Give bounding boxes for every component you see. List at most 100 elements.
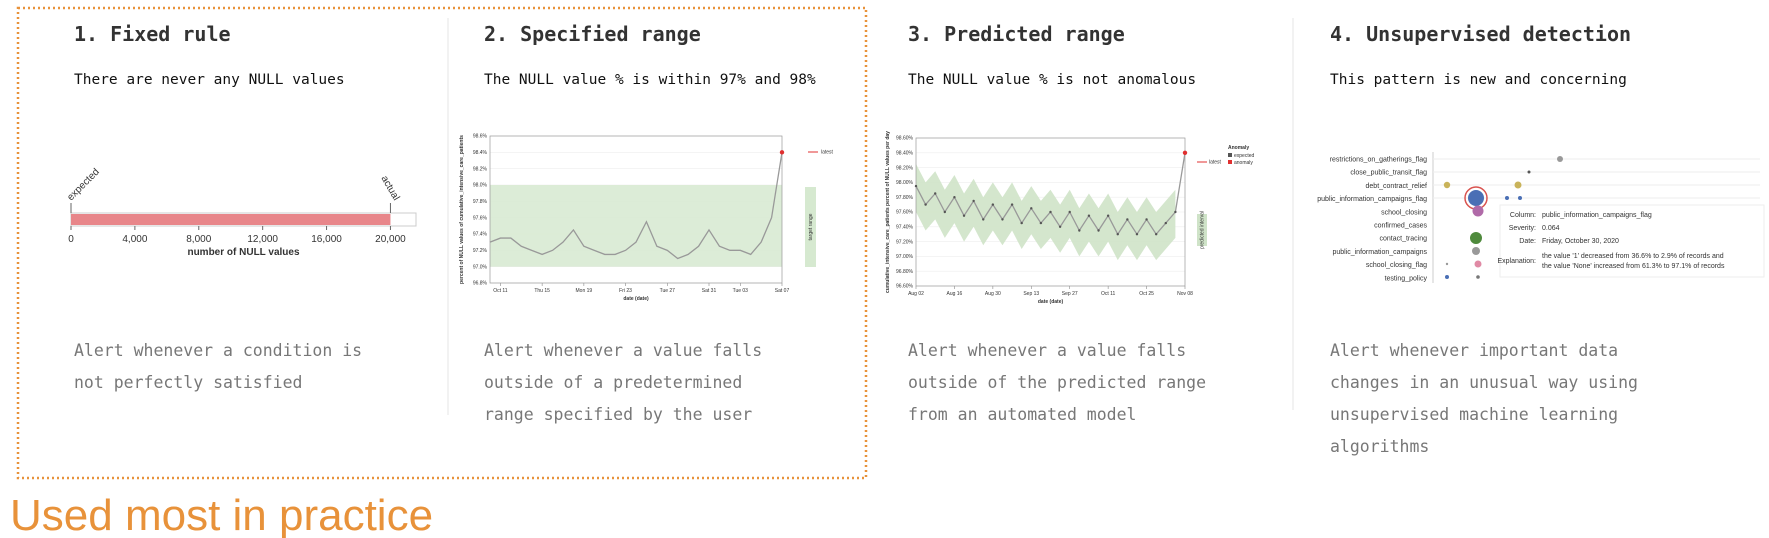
y-tick-label: 97.6% [473, 215, 488, 221]
expected-point [914, 184, 918, 188]
latest-point [1182, 150, 1188, 155]
category-label: public_information_campaigns [1332, 249, 1427, 256]
expected-point [943, 210, 947, 214]
y-tick-label: 97.80% [896, 195, 914, 201]
legend-swatch [1228, 153, 1232, 157]
expected-point [1068, 210, 1071, 214]
expected-point [1087, 214, 1091, 217]
tooltip-value: 0.064 [1542, 225, 1560, 232]
panel-description: changes in an unusual way using [1330, 373, 1638, 392]
legend-band [805, 187, 816, 267]
tooltip-value: Friday, October 30, 2020 [1542, 238, 1619, 245]
y-tick-label: 97.2% [473, 248, 488, 254]
panel-title: 2. Specified range [484, 22, 701, 46]
tooltip-label: Column: [1510, 212, 1536, 219]
category-label: contact_tracing [1380, 236, 1428, 243]
y-axis-label: percent of NULL values of cumulative_int… [459, 135, 465, 284]
x-tick-label: 0 [68, 234, 74, 245]
category-label: public_information_campaigns_flag [1317, 196, 1427, 203]
x-tick-label: Sep 13 [1023, 291, 1039, 297]
expected-point [1001, 218, 1004, 221]
plot-frame [489, 135, 783, 284]
expected-point [982, 218, 985, 221]
panel-subtitle: This pattern is new and concerning [1330, 72, 1627, 88]
x-tick-label: Oct 11 [1101, 291, 1116, 297]
category-label: close_public_transit_flag [1350, 170, 1427, 177]
expected-point [953, 196, 956, 199]
dotplot-marks [1432, 152, 1765, 283]
tooltip-value: public_information_campaigns_flag [1542, 212, 1652, 219]
footer-label: Used most in practice [10, 491, 433, 538]
dot [1443, 181, 1451, 189]
x-tick-label: Sat 07 [775, 288, 790, 294]
panel-title: 3. Predicted range [908, 22, 1125, 46]
tooltip-label: Explanation: [1497, 258, 1536, 265]
category-label: school_closing [1381, 209, 1427, 216]
panel-description: range specified by the user [484, 405, 752, 424]
expected-point [1058, 225, 1062, 228]
dot [1527, 170, 1531, 174]
expected-point [1097, 229, 1100, 232]
y-tick-label: 98.20% [896, 165, 914, 171]
y-tick-label: 98.00% [896, 180, 914, 186]
y-tick-label: 98.6% [473, 134, 488, 140]
dot [1468, 190, 1484, 206]
legend-label: anomaly [1234, 160, 1253, 166]
x-tick-label: 16,000 [311, 234, 342, 245]
y-tick-label: 98.4% [473, 150, 488, 156]
tooltip-box [1499, 204, 1765, 278]
latest-point [779, 150, 785, 155]
tooltip-value: the value '1' decreased from 36.6% to 2.… [1542, 253, 1724, 260]
dot [1557, 156, 1563, 162]
x-tick-label: Tue 27 [660, 288, 676, 294]
y-tick-label: 98.40% [896, 151, 914, 157]
x-tick-label: Thu 15 [534, 288, 550, 294]
panel-description: outside of the predicted range [908, 373, 1206, 392]
x-tick-label: 20,000 [375, 234, 406, 245]
highlight-box [16, 6, 868, 480]
expected-point [1030, 207, 1033, 210]
expected-point [1049, 210, 1052, 214]
bar [71, 214, 391, 225]
dot [1472, 205, 1484, 217]
dot [1518, 196, 1522, 200]
predicted-band [916, 163, 1176, 261]
plot-frame [915, 137, 1186, 287]
legend-label: latest [1209, 160, 1222, 166]
y-tick-label: 96.8% [473, 281, 488, 287]
category-label: testing_policy [1385, 275, 1428, 282]
x-axis-label: number of NULL values [187, 247, 299, 258]
category-label: restrictions_on_gatherings_flag [1330, 157, 1427, 164]
x-tick-label: Aug 30 [985, 291, 1001, 297]
legend-title: Anomaly [1228, 145, 1249, 151]
x-axis-label: date (date) [1038, 299, 1064, 305]
legend-label: predicted interval [1200, 211, 1206, 249]
expected-point [1106, 214, 1110, 217]
expected-point [1135, 233, 1139, 236]
expected-point [924, 203, 927, 206]
panel-description: unsupervised machine learning [1330, 405, 1618, 424]
panel-description: Alert whenever a value falls [908, 341, 1186, 360]
x-tick-label: Fri 23 [619, 288, 632, 294]
panel-description: algorithms [1330, 437, 1429, 456]
y-tick-label: 97.20% [896, 239, 914, 245]
expected-point [1039, 221, 1043, 225]
x-tick-label: Tue 03 [733, 288, 749, 294]
x-tick-label: 12,000 [247, 234, 278, 245]
y-tick-label: 97.8% [473, 199, 488, 205]
legend-label: target range [808, 213, 814, 240]
dot [1445, 262, 1449, 266]
expected-point [1154, 233, 1158, 236]
expected-point [1116, 233, 1119, 236]
x-tick-label: Nov 08 [1177, 291, 1193, 297]
legend-swatch [1228, 160, 1232, 164]
expected-point [1126, 218, 1129, 221]
target-band [490, 185, 782, 267]
y-tick-label: 98.2% [473, 166, 488, 172]
dot [1514, 181, 1522, 189]
dot [1476, 275, 1480, 279]
x-tick-label: Sep 27 [1062, 291, 1078, 297]
expected-point [1020, 221, 1023, 225]
tooltip-label: Date: [1519, 238, 1536, 245]
